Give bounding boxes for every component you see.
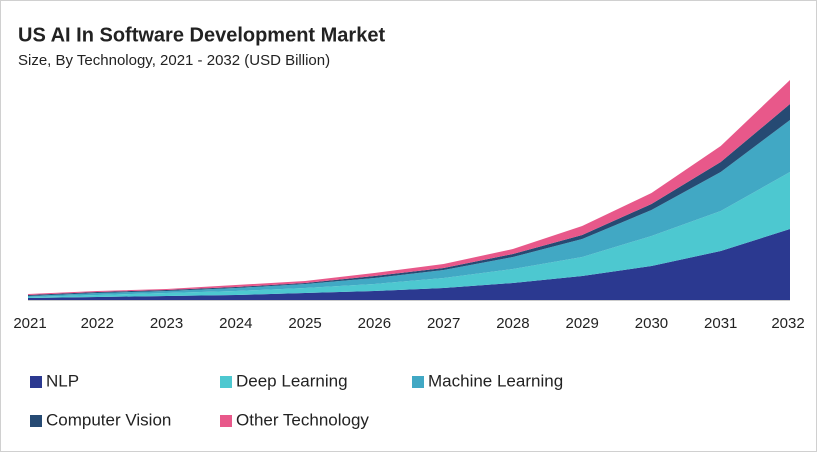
area [28,229,790,300]
x-tick-label: 2023 [150,315,183,332]
x-tick-label: 2028 [496,315,529,332]
x-tick-label: 2022 [81,315,114,332]
x-tick-label: 2021 [13,315,46,332]
legend-label: NLP [46,371,79,390]
legend-label: Machine Learning [428,371,563,390]
area [28,172,790,298]
legend-swatch [220,415,232,427]
legend-swatch [412,376,424,388]
x-tick-label: 2025 [288,315,321,332]
x-tick-label: 2030 [635,315,668,332]
x-tick-label: 2032 [771,315,804,332]
x-tick-label: 2026 [358,315,391,332]
legend-swatch [30,376,42,388]
legend-label: Computer Vision [46,410,171,429]
chart-subtitle: Size, By Technology, 2021 - 2032 (USD Bi… [18,52,330,69]
legend-label: Deep Learning [236,371,348,390]
legend-label: Other Technology [236,410,369,429]
x-tick-label: 2029 [565,315,598,332]
x-tick-label: 2024 [219,315,252,332]
x-tick-label: 2027 [427,315,460,332]
chart-title: US AI In Software Development Market [18,24,385,46]
legend-swatch [30,415,42,427]
x-tick-label: 2031 [704,315,737,332]
legend-swatch [220,376,232,388]
